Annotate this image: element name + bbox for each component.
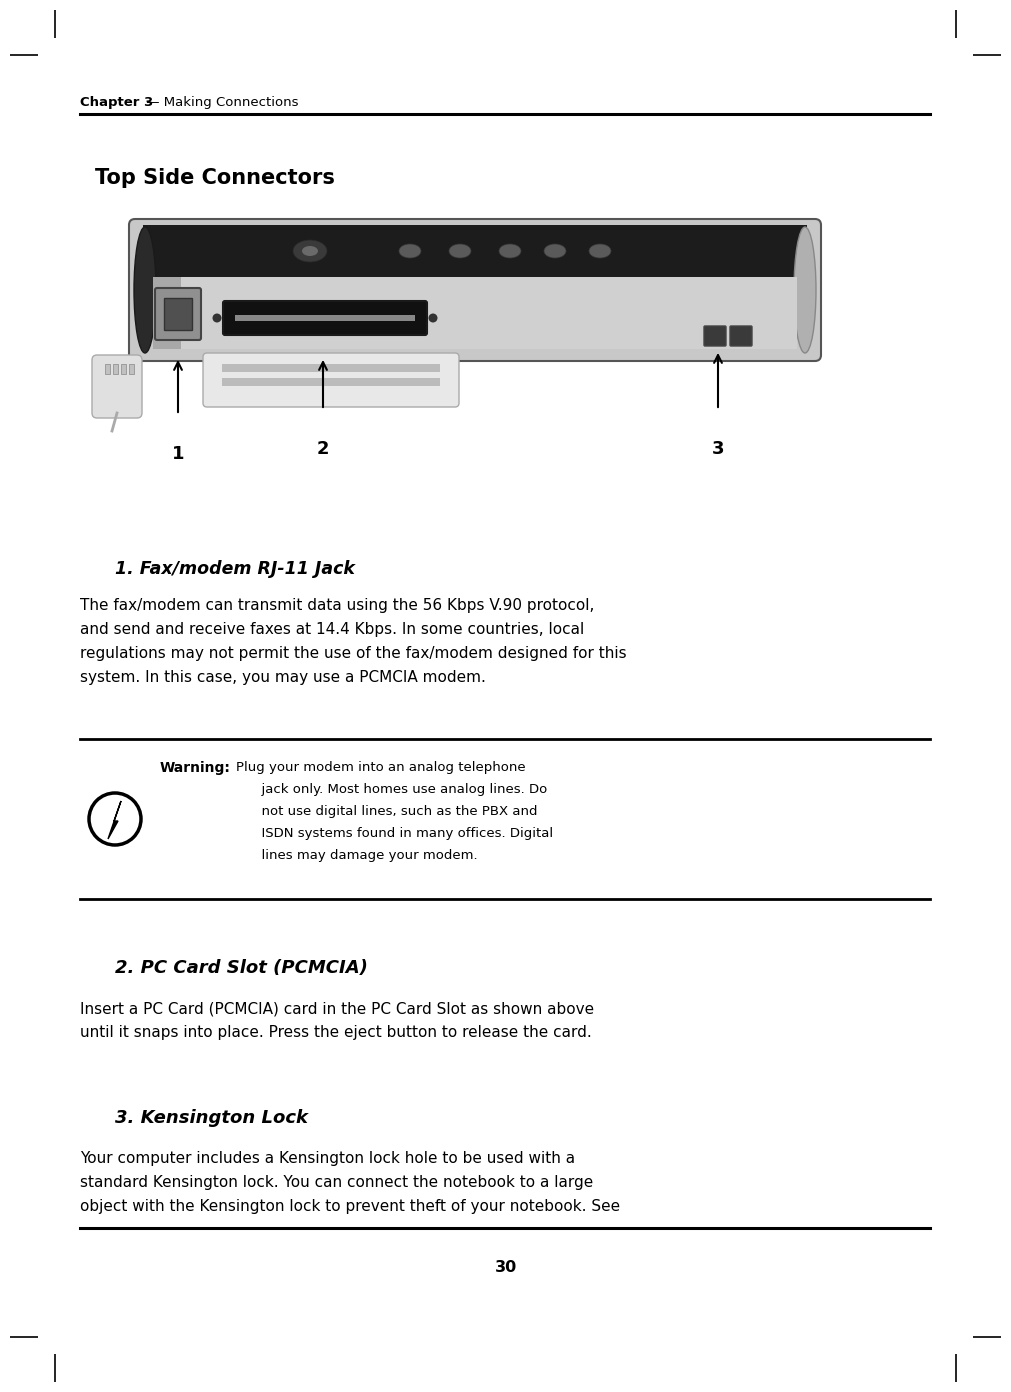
Bar	[164, 298, 192, 330]
Text: ISDN systems found in many offices. Digital: ISDN systems found in many offices. Digi…	[236, 827, 553, 839]
Ellipse shape	[302, 246, 318, 256]
Circle shape	[212, 313, 221, 323]
FancyBboxPatch shape	[730, 326, 752, 347]
FancyBboxPatch shape	[223, 301, 427, 335]
Bar	[113, 363, 118, 374]
Ellipse shape	[449, 244, 471, 258]
Polygon shape	[108, 800, 121, 839]
Ellipse shape	[589, 244, 611, 258]
Text: 1: 1	[172, 445, 184, 464]
Text: Warning:: Warning:	[160, 761, 231, 775]
Bar	[121, 363, 126, 374]
Circle shape	[429, 313, 438, 323]
Text: Plug your modem into an analog telephone: Plug your modem into an analog telephone	[236, 761, 526, 774]
Text: object with the Kensington lock to prevent theft of your notebook. See: object with the Kensington lock to preve…	[80, 1199, 620, 1214]
Text: 3: 3	[712, 440, 724, 458]
Ellipse shape	[134, 227, 156, 354]
Ellipse shape	[544, 244, 566, 258]
FancyBboxPatch shape	[203, 354, 459, 406]
Ellipse shape	[293, 239, 327, 262]
Bar	[222, 363, 440, 372]
Text: not use digital lines, such as the PBX and: not use digital lines, such as the PBX a…	[236, 805, 538, 818]
FancyBboxPatch shape	[704, 326, 726, 347]
Text: 1. Fax/modem RJ-11 Jack: 1. Fax/modem RJ-11 Jack	[115, 560, 355, 578]
Text: Your computer includes a Kensington lock hole to be used with a: Your computer includes a Kensington lock…	[80, 1151, 575, 1166]
Text: until it snaps into place. Press the eject button to release the card.: until it snaps into place. Press the eje…	[80, 1025, 591, 1040]
Text: Insert a PC Card (PCMCIA) card in the PC Card Slot as shown above: Insert a PC Card (PCMCIA) card in the PC…	[80, 1001, 594, 1016]
Text: 2: 2	[316, 440, 330, 458]
Ellipse shape	[399, 244, 421, 258]
Text: — Making Connections: — Making Connections	[142, 96, 298, 109]
FancyBboxPatch shape	[155, 288, 201, 340]
Bar	[129, 363, 134, 374]
Text: jack only. Most homes use analog lines. Do: jack only. Most homes use analog lines. …	[236, 782, 547, 796]
Bar	[235, 315, 415, 322]
Ellipse shape	[794, 227, 816, 354]
Text: Chapter 3: Chapter 3	[80, 96, 154, 109]
Text: and send and receive faxes at 14.4 Kbps. In some countries, local: and send and receive faxes at 14.4 Kbps.…	[80, 622, 584, 638]
Text: regulations may not permit the use of the fax/modem designed for this: regulations may not permit the use of th…	[80, 646, 627, 661]
Text: lines may damage your modem.: lines may damage your modem.	[236, 849, 477, 862]
Circle shape	[89, 793, 141, 845]
FancyBboxPatch shape	[129, 219, 821, 361]
Text: Top Side Connectors: Top Side Connectors	[95, 168, 335, 188]
Text: 30: 30	[494, 1260, 517, 1275]
Text: The fax/modem can transmit data using the 56 Kbps V.90 protocol,: The fax/modem can transmit data using th…	[80, 599, 594, 612]
Bar	[105, 363, 110, 374]
Bar	[143, 226, 807, 277]
Bar	[222, 379, 440, 386]
Bar	[153, 277, 797, 349]
Bar	[153, 277, 181, 349]
Text: 3. Kensington Lock: 3. Kensington Lock	[115, 1109, 308, 1128]
Text: system. In this case, you may use a PCMCIA modem.: system. In this case, you may use a PCMC…	[80, 670, 486, 685]
Text: standard Kensington lock. You can connect the notebook to a large: standard Kensington lock. You can connec…	[80, 1175, 593, 1190]
Text: 2. PC Card Slot (PCMCIA): 2. PC Card Slot (PCMCIA)	[115, 959, 368, 977]
Ellipse shape	[499, 244, 521, 258]
FancyBboxPatch shape	[92, 355, 142, 418]
